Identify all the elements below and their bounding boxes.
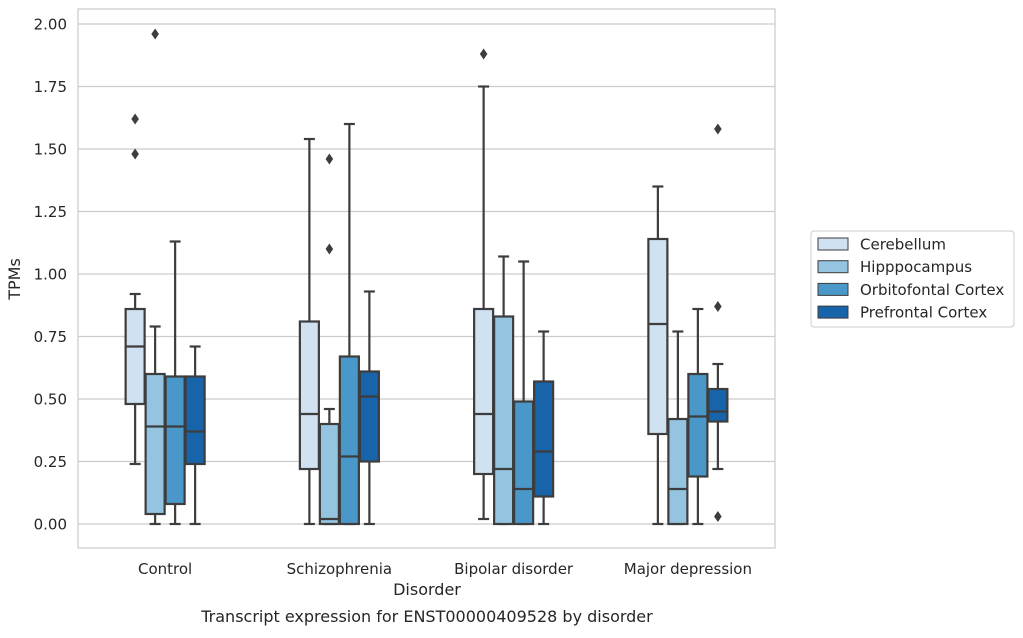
legend-frame — [810, 230, 1015, 328]
legend: Cerebellum Hipppocampus Orbitofontal Corte… — [810, 230, 1015, 328]
box-prefrontal-cortex — [533, 330, 555, 526]
outlier-point — [714, 301, 722, 312]
box-orbitofontal-cortex — [513, 260, 535, 526]
box-body — [338, 355, 360, 526]
box-body — [298, 320, 320, 471]
box-hipppocampus — [667, 330, 689, 526]
y-tick-label: 1.75 — [34, 78, 67, 96]
legend-label: Prefrontal Cortex — [860, 304, 987, 322]
box-cerebellum — [124, 113, 146, 466]
legend-swatch — [817, 305, 849, 319]
y-tick-label: 0.25 — [34, 453, 67, 471]
legend-label: Cerebellum — [860, 236, 946, 254]
outlier-point — [131, 113, 139, 125]
box-body — [473, 307, 495, 476]
box-body — [124, 307, 146, 406]
outlier-point — [151, 28, 159, 40]
chart-caption: Transcript expression for ENST0000040952… — [200, 607, 653, 626]
box-hipppocampus — [144, 28, 166, 526]
box-cerebellum — [647, 185, 669, 526]
box-orbitofontal-cortex — [687, 307, 709, 526]
x-axis-label: Disorder — [393, 580, 461, 599]
y-tick-label: 0.00 — [34, 516, 67, 534]
box-body — [358, 370, 380, 463]
box-hipppocampus — [493, 255, 515, 526]
box-prefrontal-cortex — [707, 123, 729, 522]
y-tick-labels: 0.00 0.25 0.50 0.75 1.00 1.25 1.50 1.75 2.00 — [34, 16, 67, 534]
box-body — [513, 400, 535, 526]
box-cerebellum — [298, 137, 320, 526]
y-tick-label: 0.50 — [34, 391, 67, 409]
legend-label: Orbitofontal Cortex — [860, 281, 1004, 299]
outlier-point — [131, 148, 139, 160]
y-axis-label: TPMs — [5, 258, 24, 301]
legend-swatch — [817, 260, 849, 274]
box-body — [318, 422, 340, 526]
legend-items: Cerebellum Hipppocampus Orbitofontal Corte… — [817, 236, 1004, 322]
x-tick-label: Schizophrenia — [287, 560, 392, 578]
outlier-point — [325, 243, 334, 255]
box-body — [533, 380, 555, 498]
box-hipppocampus — [318, 153, 340, 526]
legend-swatch — [817, 282, 849, 296]
box-orbitofontal-cortex — [338, 122, 360, 526]
box-prefrontal-cortex — [358, 290, 380, 526]
legend-label: Hipppocampus — [860, 258, 972, 276]
box-body — [144, 372, 166, 516]
y-tick-label: 1.00 — [34, 266, 67, 284]
y-tick-label: 1.50 — [34, 141, 67, 159]
x-tick-labels: Control Schizophrenia Bipolar disorder Majo… — [138, 560, 752, 578]
box-body — [184, 375, 206, 466]
box-body — [647, 237, 669, 436]
outlier-point — [714, 511, 722, 522]
box-body — [707, 387, 729, 423]
outlier-point — [714, 123, 722, 135]
outlier-point — [479, 48, 488, 60]
y-tick-label: 1.25 — [34, 203, 67, 221]
boxes — [124, 28, 729, 526]
y-tick-label: 0.75 — [34, 328, 67, 346]
y-tick-label: 2.00 — [34, 16, 67, 34]
box-body — [164, 375, 186, 506]
box-body — [667, 417, 689, 526]
box-orbitofontal-cortex — [164, 240, 186, 526]
plot-frame — [77, 8, 776, 549]
x-tick-label: Bipolar disorder — [454, 560, 574, 578]
box-prefrontal-cortex — [184, 345, 206, 526]
x-tick-label: Control — [138, 560, 192, 578]
legend-swatch — [817, 237, 849, 251]
box-cerebellum — [473, 48, 495, 521]
x-tick-label: Major depression — [624, 560, 752, 578]
outlier-point — [325, 153, 334, 165]
box-body — [493, 315, 515, 526]
box-body — [687, 372, 709, 478]
